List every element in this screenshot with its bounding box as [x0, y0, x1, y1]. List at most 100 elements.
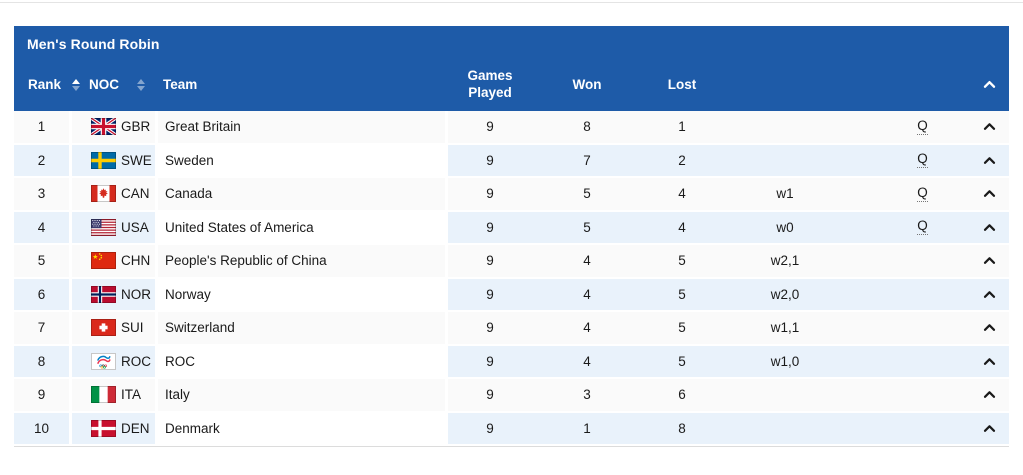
chevron-up-icon[interactable] [969, 379, 1009, 411]
sort-arrows-icon[interactable] [72, 78, 81, 91]
won-cell: 7 [583, 152, 591, 168]
table-row: 10 DEN Denmark 9 1 8 [14, 412, 1009, 446]
won-cell: 4 [583, 320, 591, 336]
flag-ita-icon [91, 386, 116, 404]
won-cell: 8 [583, 119, 591, 135]
games-played-cell: 9 [486, 353, 494, 369]
lost-cell: 5 [678, 353, 686, 369]
column-header-won: Won [572, 77, 602, 92]
table-title-row: Men's Round Robin [14, 26, 1009, 58]
rank-cell: 10 [14, 412, 72, 444]
flag-swe-icon [91, 151, 116, 169]
qualified-badge[interactable]: Q [917, 218, 928, 236]
lost-cell: 5 [678, 253, 686, 269]
page-top-divider [0, 2, 1023, 3]
table-row: 3 CAN Canada 9 5 4 w1 Q [14, 178, 1009, 212]
team-cell: Italy [158, 379, 448, 411]
column-header-rank[interactable]: Rank [28, 77, 62, 92]
noc-cell: CAN [72, 178, 158, 210]
games-played-cell: 9 [486, 253, 494, 269]
chevron-up-icon[interactable] [969, 145, 1009, 177]
lost-cell: 6 [678, 387, 686, 403]
column-header-row: Rank NOC Team Games Played Won Lost [14, 58, 1009, 111]
games-played-cell: 9 [486, 387, 494, 403]
tiebreak-cell [722, 145, 848, 177]
lost-cell: 8 [678, 420, 686, 436]
noc-code: SWE [121, 152, 152, 168]
noc-code: ROC [121, 353, 151, 369]
team-cell: ROC [158, 345, 448, 377]
tiebreak-cell [722, 413, 848, 445]
rank-cell: 4 [14, 211, 72, 243]
qualified-cell [848, 413, 969, 445]
team-cell: Sweden [158, 144, 448, 176]
won-cell: 3 [583, 387, 591, 403]
table-body: 1 GBR Great Britain 9 8 1 Q 2 SWE Sweden… [14, 111, 1009, 446]
tiebreak-cell: w2,0 [770, 286, 800, 302]
rank-cell: 2 [14, 144, 72, 176]
chevron-up-icon[interactable] [969, 80, 1009, 89]
lost-cell: 4 [678, 219, 686, 235]
qualified-cell [848, 245, 969, 277]
table-row: 9 ITA Italy 9 3 6 [14, 379, 1009, 413]
games-played-cell: 9 [486, 420, 494, 436]
noc-code: DEN [121, 420, 150, 436]
noc-cell: GBR [72, 111, 158, 143]
table-row: 1 GBR Great Britain 9 8 1 Q [14, 111, 1009, 145]
qualified-cell: Q [848, 178, 969, 210]
chevron-up-icon[interactable] [969, 279, 1009, 311]
games-played-cell: 9 [486, 186, 494, 202]
games-played-cell: 9 [486, 152, 494, 168]
tiebreak-cell: w1,0 [770, 353, 800, 369]
noc-cell: SWE [72, 144, 158, 176]
qualified-badge[interactable]: Q [917, 118, 928, 135]
qualified-cell [848, 346, 969, 378]
rank-cell: 8 [14, 345, 72, 377]
column-header-lost: Lost [667, 77, 697, 92]
qualified-badge[interactable]: Q [917, 151, 928, 169]
lost-cell: 4 [678, 186, 686, 202]
rank-cell: 1 [14, 111, 72, 143]
team-cell: Great Britain [158, 111, 448, 143]
tiebreak-cell: w2,1 [770, 253, 800, 269]
column-header-team: Team [163, 77, 198, 92]
chevron-up-icon[interactable] [969, 346, 1009, 378]
chevron-up-icon[interactable] [969, 413, 1009, 445]
noc-cell: NOR [72, 278, 158, 310]
team-cell: Canada [158, 178, 448, 210]
noc-cell: ITA [72, 379, 158, 411]
flag-gbr-icon [91, 118, 116, 136]
chevron-up-icon[interactable] [969, 245, 1009, 277]
lost-cell: 1 [678, 119, 686, 135]
flag-nor-icon [91, 285, 116, 303]
table-row: 5 CHN People's Republic of China 9 4 5 w… [14, 245, 1009, 279]
table-title: Men's Round Robin [27, 36, 160, 52]
qualified-cell: Q [848, 145, 969, 177]
noc-code: ITA [121, 387, 141, 402]
noc-code: CHN [121, 253, 151, 268]
chevron-up-icon[interactable] [969, 312, 1009, 344]
table-header: Men's Round Robin Rank NOC Team Games Pl… [14, 26, 1009, 111]
games-played-cell: 9 [486, 320, 494, 336]
qualified-cell [848, 312, 969, 344]
lost-cell: 5 [678, 320, 686, 336]
won-cell: 4 [583, 286, 591, 302]
chevron-up-icon[interactable] [969, 111, 1009, 143]
chevron-up-icon[interactable] [969, 178, 1009, 210]
noc-code: NOR [121, 286, 151, 302]
qualified-cell: Q [848, 212, 969, 244]
qualified-cell [848, 279, 969, 311]
flag-chn-icon [91, 252, 116, 270]
chevron-up-icon[interactable] [969, 212, 1009, 244]
won-cell: 4 [583, 353, 591, 369]
team-cell: People's Republic of China [158, 245, 448, 277]
flag-usa-icon [91, 218, 116, 236]
noc-cell: DEN [72, 412, 158, 444]
tiebreak-cell: w1,1 [770, 320, 800, 336]
games-played-cell: 9 [486, 119, 494, 135]
column-header-noc[interactable]: NOC [89, 77, 120, 92]
flag-roc-icon [91, 352, 116, 370]
table-row: 8 ROC ROC 9 4 5 w1,0 [14, 345, 1009, 379]
qualified-badge[interactable]: Q [917, 185, 928, 202]
sort-arrows-icon[interactable] [137, 78, 146, 91]
